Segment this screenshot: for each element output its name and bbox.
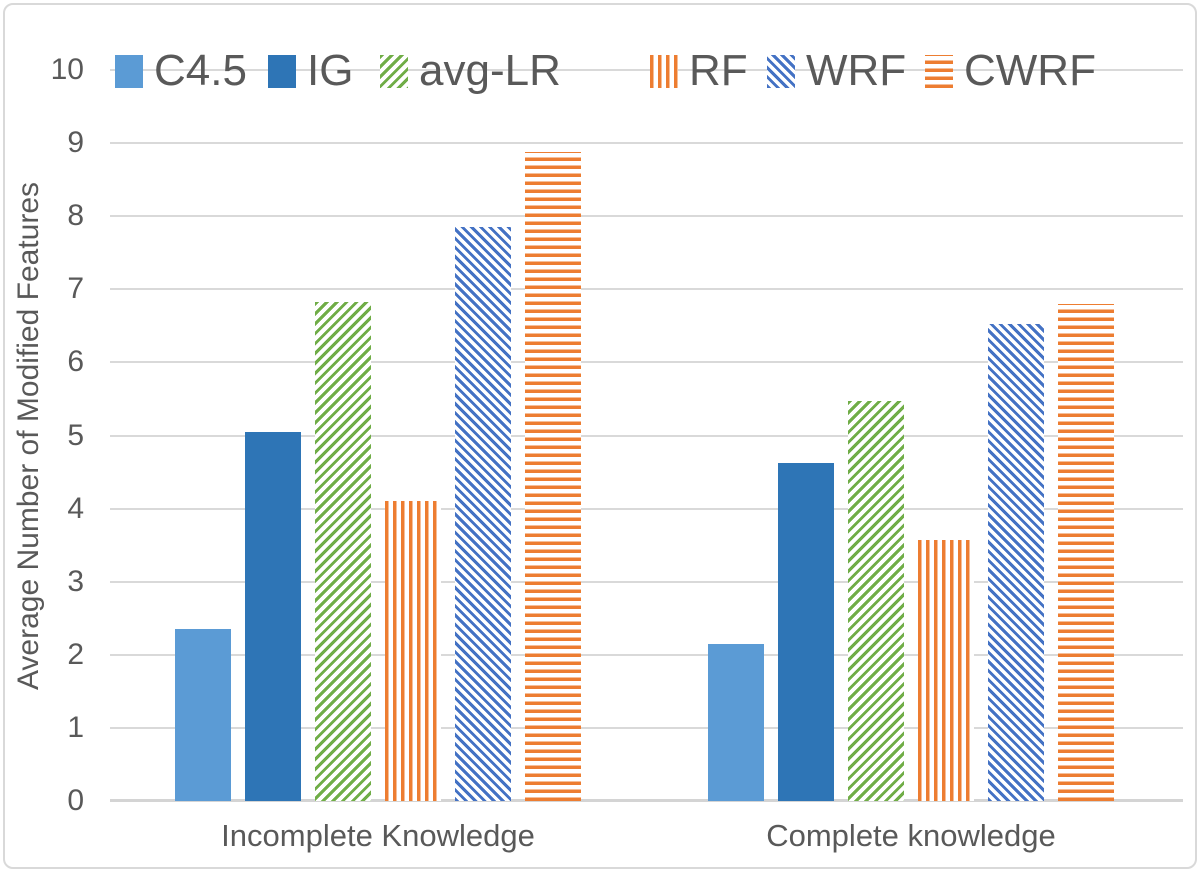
y-tick-label-8: 8 bbox=[67, 199, 84, 233]
bar-IG-group2 bbox=[778, 462, 834, 801]
y-tick-label-9: 9 bbox=[67, 126, 84, 160]
x-category-label: Complete knowledge bbox=[766, 818, 1056, 853]
legend-label: IG bbox=[307, 46, 354, 95]
bar-avg-LR-group1 bbox=[315, 301, 371, 801]
legend-item-C4.5: C4.5 bbox=[115, 48, 247, 94]
legend-label: avg-LR bbox=[419, 46, 561, 95]
legend-item-RF: RF bbox=[650, 48, 748, 94]
y-tick-label-6: 6 bbox=[67, 345, 84, 379]
legend-label: C4.5 bbox=[154, 46, 247, 95]
plot-area bbox=[110, 69, 1183, 802]
y-tick-label-1: 1 bbox=[67, 710, 84, 744]
y-tick-label-4: 4 bbox=[67, 491, 84, 525]
gridline-4 bbox=[110, 507, 1183, 510]
bar-RF-group1 bbox=[385, 501, 441, 801]
gridline-1 bbox=[110, 726, 1183, 729]
bar-RF-group2 bbox=[918, 540, 974, 801]
y-tick-label-7: 7 bbox=[67, 272, 84, 306]
legend: C4.5 IG avg-LR RF WRF CWRF bbox=[0, 0, 1200, 120]
legend-swatch-C4.5 bbox=[115, 54, 143, 88]
bar-WRF-group2 bbox=[988, 323, 1044, 801]
legend-item-CWRF: CWRF bbox=[925, 48, 1096, 94]
gridline-3 bbox=[110, 580, 1183, 583]
legend-label: CWRF bbox=[964, 46, 1096, 95]
bar-C4.5-group2 bbox=[708, 643, 764, 801]
gridline-7 bbox=[110, 288, 1183, 291]
y-tick-label-10: 10 bbox=[50, 53, 84, 86]
bar-CWRF-group2 bbox=[1058, 303, 1114, 801]
bar-C4.5-group1 bbox=[175, 629, 231, 801]
x-axis-labels: Incomplete Knowledge Complete knowledge bbox=[0, 818, 1200, 866]
legend-label: WRF bbox=[806, 46, 907, 95]
y-tick-label-2: 2 bbox=[67, 637, 84, 671]
legend-item-WRF: WRF bbox=[767, 48, 906, 94]
legend-item-IG: IG bbox=[268, 48, 353, 94]
legend-swatch-avg-LR bbox=[380, 54, 408, 88]
y-tick-label-3: 3 bbox=[67, 564, 84, 598]
legend-label: RF bbox=[689, 46, 748, 95]
gridline-8 bbox=[110, 215, 1183, 218]
legend-swatch-CWRF bbox=[925, 54, 953, 88]
y-tick-label-5: 5 bbox=[67, 418, 84, 452]
gridline-2 bbox=[110, 653, 1183, 656]
x-category-label: Incomplete Knowledge bbox=[221, 818, 535, 853]
gridline-0 bbox=[110, 799, 1183, 802]
y-tick-label-0: 0 bbox=[67, 784, 84, 817]
legend-item-avg-LR: avg-LR bbox=[380, 48, 561, 94]
gridline-9 bbox=[110, 142, 1183, 145]
gridline-10 bbox=[110, 69, 1183, 71]
gridline-6 bbox=[110, 361, 1183, 364]
legend-swatch-IG bbox=[268, 54, 296, 88]
legend-swatch-RF bbox=[650, 54, 678, 88]
bar-WRF-group1 bbox=[455, 227, 511, 801]
bar-IG-group1 bbox=[245, 431, 301, 801]
bar-avg-LR-group2 bbox=[848, 401, 904, 801]
gridline-5 bbox=[110, 434, 1183, 437]
legend-swatch-WRF bbox=[767, 54, 795, 88]
bar-CWRF-group1 bbox=[525, 151, 581, 801]
